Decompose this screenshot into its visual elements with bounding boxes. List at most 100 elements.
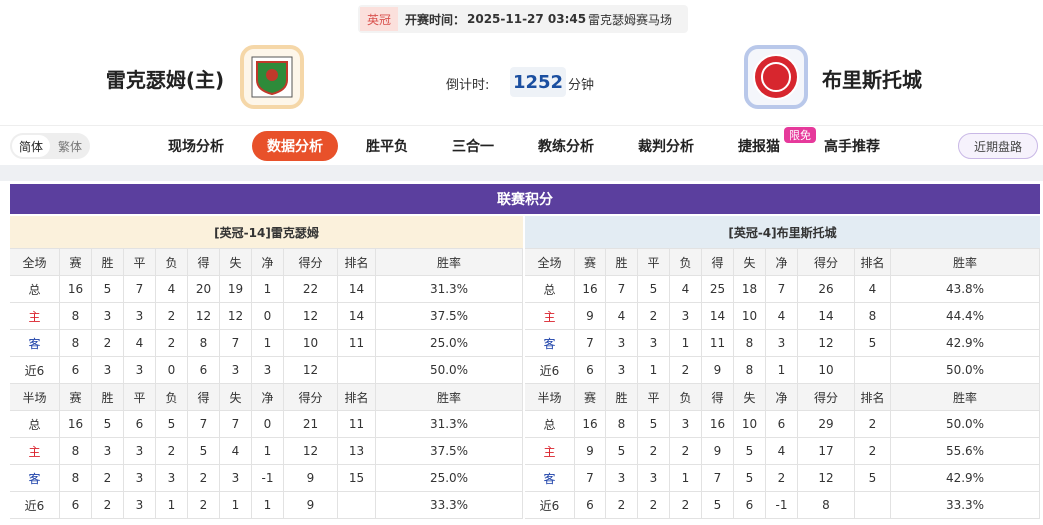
column-header: 净 (766, 249, 798, 276)
table-cell: 6 (766, 411, 798, 438)
column-header: 负 (156, 249, 188, 276)
table-cell: 3 (124, 465, 156, 492)
tab[interactable]: 教练分析 (538, 139, 594, 155)
table-cell: 3 (606, 357, 638, 384)
tab[interactable]: 三合一 (452, 139, 494, 155)
table-cell: 2 (606, 492, 638, 519)
table-cell: 20 (188, 276, 220, 303)
table-cell: 7 (575, 465, 606, 492)
recent-button[interactable]: 近期盘路 (958, 133, 1038, 159)
table-cell: 8 (606, 411, 638, 438)
table-cell: 7 (124, 276, 156, 303)
tab[interactable]: 裁判分析 (638, 139, 694, 155)
table-cell: 11 (338, 411, 376, 438)
table-cell (338, 492, 376, 519)
table-cell: 21 (284, 411, 338, 438)
table-cell: 3 (670, 303, 702, 330)
column-header: 胜率 (376, 249, 523, 276)
table-cell: 近6 (525, 357, 575, 384)
table-cell: 8 (60, 330, 92, 357)
table-cell: 7 (702, 465, 734, 492)
table-cell: 2 (670, 357, 702, 384)
tab[interactable]: 高手推荐 (824, 139, 880, 155)
table-cell: 5 (734, 438, 766, 465)
column-header: 负 (670, 249, 702, 276)
table-cell: 16 (60, 276, 92, 303)
column-header: 得分 (798, 384, 855, 411)
table-cell: -1 (766, 492, 798, 519)
table-cell: 7 (575, 330, 606, 357)
table-cell: 客 (10, 330, 60, 357)
table-cell: 7 (188, 411, 220, 438)
column-header: 得 (188, 384, 220, 411)
table-cell: 1 (252, 330, 284, 357)
table-cell: 5 (638, 276, 670, 303)
column-header: 胜率 (891, 249, 1040, 276)
tab[interactable]: 捷报猫 (738, 139, 780, 155)
home-team[interactable]: 雷克瑟姆(主) (105, 67, 225, 92)
table-cell: 主 (525, 303, 575, 330)
match-info-bar (358, 5, 688, 33)
table-cell: 16 (575, 411, 606, 438)
table-cell: 37.5% (376, 303, 523, 330)
column-header: 得 (702, 384, 734, 411)
table-cell: 4 (855, 276, 891, 303)
table-cell: 1 (766, 357, 798, 384)
table-cell: 9 (575, 303, 606, 330)
table-cell: 3 (252, 357, 284, 384)
table-cell: 8 (60, 438, 92, 465)
table-cell: 14 (798, 303, 855, 330)
table-cell: 18 (734, 276, 766, 303)
table-cell: 3 (92, 357, 124, 384)
table-cell: 14 (702, 303, 734, 330)
venue: 雷克瑟姆赛马场 (588, 12, 673, 27)
section-title: 联赛积分 (10, 184, 1040, 214)
column-header: 负 (670, 384, 702, 411)
tab[interactable]: 胜平负 (366, 139, 408, 155)
lang-option[interactable]: 繁体 (57, 139, 82, 154)
table-cell: 8 (798, 492, 855, 519)
column-header: 平 (124, 384, 156, 411)
table-cell: 7 (606, 276, 638, 303)
table-cell: 客 (10, 465, 60, 492)
away-logo[interactable] (744, 45, 808, 109)
table-cell: 10 (798, 357, 855, 384)
table-cell: 4 (670, 276, 702, 303)
table-cell: 3 (606, 465, 638, 492)
away-team[interactable]: 布里斯托城 (822, 67, 922, 92)
column-header: 胜 (606, 384, 638, 411)
table-cell: 12 (284, 357, 338, 384)
table-cell: 总 (10, 276, 60, 303)
table-cell: 8 (734, 330, 766, 357)
table-cell: 1 (252, 438, 284, 465)
table-cell: 14 (338, 276, 376, 303)
table-cell: 2 (188, 465, 220, 492)
table-cell: 2 (638, 492, 670, 519)
tab-active[interactable]: 数据分析 (252, 131, 338, 161)
table-cell: 3 (670, 411, 702, 438)
table-cell: 主 (10, 303, 60, 330)
column-header: 得分 (284, 384, 338, 411)
column-header: 胜率 (891, 384, 1040, 411)
table-cell: 3 (92, 438, 124, 465)
table-cell: 31.3% (376, 411, 523, 438)
table-cell: 9 (702, 438, 734, 465)
kickoff-time: 2025-11-27 03:45 (467, 12, 587, 26)
tab[interactable]: 现场分析 (168, 139, 224, 155)
lang-option[interactable]: 简体 (12, 135, 50, 157)
table-cell: 9 (702, 357, 734, 384)
table-cell: 5 (156, 411, 188, 438)
table-cell: 7 (220, 411, 252, 438)
column-header: 胜 (606, 249, 638, 276)
table-cell: 10 (284, 330, 338, 357)
table-cell: 3 (124, 303, 156, 330)
table-cell: 3 (156, 465, 188, 492)
table-cell: 9 (575, 438, 606, 465)
table-cell: 2 (670, 492, 702, 519)
column-header: 胜率 (376, 384, 523, 411)
table-cell: 8 (855, 303, 891, 330)
table-cell: 客 (525, 465, 575, 492)
table-cell: 0 (252, 411, 284, 438)
home-logo[interactable] (240, 45, 304, 109)
